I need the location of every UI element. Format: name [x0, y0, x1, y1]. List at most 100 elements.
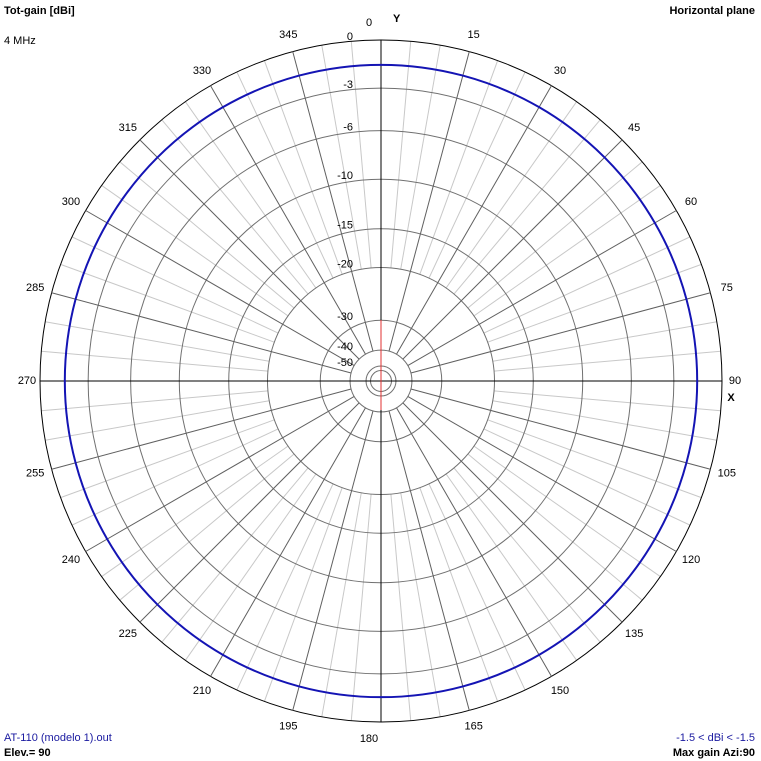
angle-tick-label: 60 — [685, 196, 697, 208]
minor-spoke — [483, 236, 691, 334]
angle-tick-label: 255 — [26, 468, 44, 480]
angle-tick-label: 75 — [721, 282, 733, 294]
legend-entry: AT-110 (modelo 1).out — [4, 732, 112, 744]
minor-spoke — [492, 321, 717, 362]
angle-tick-label: 315 — [119, 122, 137, 134]
plane-label: Horizontal plane — [669, 5, 755, 17]
angle-tick-label: 345 — [279, 29, 297, 41]
angle-tick-label: 135 — [625, 628, 643, 640]
angle-tick-label: 210 — [193, 685, 211, 697]
minor-spoke — [41, 350, 268, 372]
minor-spoke — [400, 492, 441, 717]
spoke — [388, 410, 470, 711]
r-tick-label: -20 — [337, 258, 353, 270]
minor-spoke — [492, 400, 717, 441]
spoke — [292, 51, 374, 352]
angle-tick-label: 165 — [464, 721, 482, 733]
spoke — [210, 407, 366, 677]
minor-spoke — [428, 71, 526, 279]
minor-spoke — [350, 41, 372, 268]
spoke — [402, 139, 623, 360]
minor-spoke — [390, 41, 412, 268]
minor-spoke — [487, 419, 702, 499]
angle-tick-label: 270 — [18, 375, 36, 387]
minor-spoke — [453, 467, 601, 643]
spoke — [85, 396, 355, 552]
minor-spoke — [101, 185, 289, 317]
minor-spoke — [473, 185, 661, 317]
minor-spoke — [428, 483, 526, 691]
r-tick-label: -3 — [343, 79, 353, 91]
spoke — [292, 410, 374, 711]
minor-spoke — [494, 350, 721, 372]
minor-spoke — [321, 492, 362, 717]
minor-spoke — [161, 467, 309, 643]
spoke — [51, 388, 352, 470]
r-tick-label: -50 — [337, 357, 353, 369]
minor-spoke — [263, 487, 343, 702]
angle-tick-label: 285 — [26, 282, 44, 294]
spoke — [402, 402, 623, 623]
labels: 0 -3 -6 -10 -15 -20 -30 -40 -50 0 15 30 45 60 75 90 105 1… — [18, 17, 741, 745]
minor-spoke — [60, 419, 275, 499]
max-gain-label: Max gain Azi:90 — [673, 747, 755, 759]
minor-spoke — [185, 101, 317, 289]
spoke — [210, 85, 366, 355]
minor-spoke — [236, 483, 334, 691]
angle-tick-label: 195 — [279, 721, 297, 733]
angle-tick-label: 240 — [62, 554, 80, 566]
spoke — [396, 407, 552, 677]
minor-spoke — [45, 400, 270, 441]
angle-tick-label: 330 — [193, 65, 211, 77]
r-tick-label: -15 — [337, 220, 353, 232]
spoke — [139, 139, 360, 360]
angle-tick-label: 90 — [729, 375, 741, 387]
minor-spoke — [119, 161, 295, 309]
minor-spoke — [400, 45, 441, 270]
angle-tick-label: 120 — [682, 554, 700, 566]
y-axis-label: Y — [393, 13, 401, 25]
spoke — [85, 210, 355, 366]
minor-spoke — [483, 428, 691, 526]
marks — [63, 63, 699, 699]
pattern-line — [63, 63, 699, 699]
minor-spoke — [71, 428, 279, 526]
minor-spoke — [185, 473, 317, 661]
angle-tick-label: 225 — [119, 628, 137, 640]
minor-spoke — [101, 445, 289, 577]
range-label: -1.5 < dBi < -1.5 — [676, 732, 755, 744]
angle-tick-label: 300 — [62, 196, 80, 208]
spoke — [410, 388, 711, 470]
r-tick-label: -40 — [337, 341, 353, 353]
minor-spoke — [467, 453, 643, 601]
r-tick-label: 0 — [347, 31, 353, 43]
minor-spoke — [45, 321, 270, 362]
elevation-label: Elev.= 90 — [4, 747, 51, 759]
r-tick-label: -30 — [337, 311, 353, 323]
angle-tick-label: 150 — [551, 685, 569, 697]
spoke — [51, 292, 352, 374]
angle-tick-label: 0 — [366, 17, 372, 29]
angle-tick-label: 105 — [718, 468, 736, 480]
minor-spoke — [350, 494, 372, 721]
spoke — [407, 396, 677, 552]
angle-tick-label: 15 — [468, 29, 480, 41]
r-tick-label: -6 — [343, 122, 353, 134]
r-tick-label: -10 — [337, 170, 353, 182]
chart-subtitle: 4 MHz — [4, 35, 36, 47]
spoke — [388, 51, 470, 352]
minor-spoke — [41, 390, 268, 412]
minor-spoke — [467, 161, 643, 309]
minor-spoke — [453, 119, 601, 295]
minor-spoke — [473, 445, 661, 577]
angle-tick-label: 180 — [360, 733, 378, 745]
minor-spoke — [119, 453, 295, 601]
minor-spoke — [321, 45, 362, 270]
minor-spoke — [263, 60, 343, 275]
spoke — [410, 292, 711, 374]
minor-spoke — [419, 60, 499, 275]
minor-spoke — [60, 263, 275, 343]
minor-spoke — [71, 236, 279, 334]
